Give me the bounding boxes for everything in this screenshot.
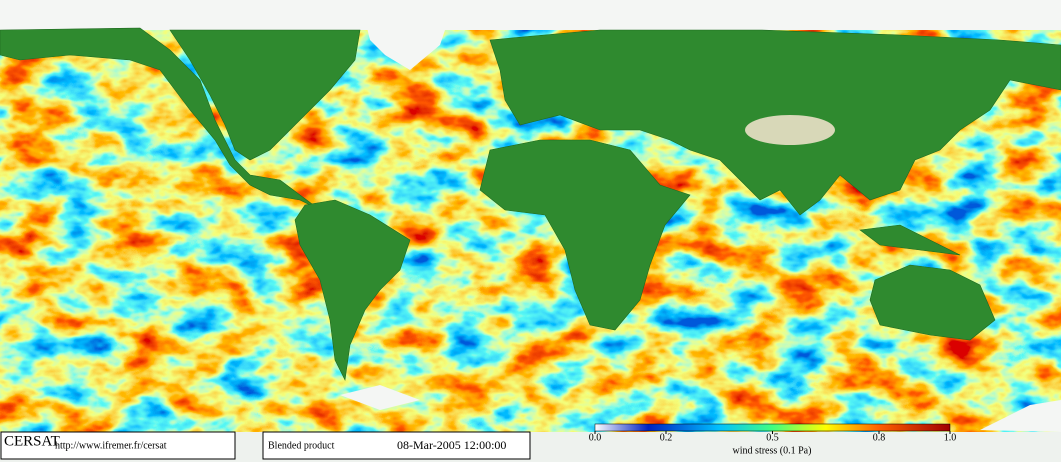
date: 08-Mar-2005 12:00:00 [397, 438, 506, 452]
tick-label: 0.2 [660, 432, 673, 443]
product: Blended product [268, 440, 335, 451]
tick-label: 0.5 [766, 432, 779, 443]
africa [479, 139, 691, 331]
south-america [294, 199, 411, 381]
arctic [0, 0, 1061, 30]
antarctica [340, 385, 1061, 432]
tick-label: 0.8 [873, 432, 886, 443]
indonesia [859, 224, 961, 256]
colorbar-label: wind stress (0.1 Pa) [733, 445, 812, 456]
product-box [262, 431, 531, 460]
north-america [0, 27, 361, 211]
logo: CERSAT [4, 433, 60, 449]
logo-box [0, 431, 236, 460]
url: http://www.ifremer.fr/cersat [55, 440, 167, 451]
australia [869, 264, 996, 341]
tick-label: 1.0 [944, 432, 957, 443]
continents [0, 0, 1061, 432]
plateau [745, 115, 835, 145]
greenland [365, 15, 450, 70]
tick-label: 0.0 [589, 432, 602, 443]
colorbar [594, 423, 951, 432]
